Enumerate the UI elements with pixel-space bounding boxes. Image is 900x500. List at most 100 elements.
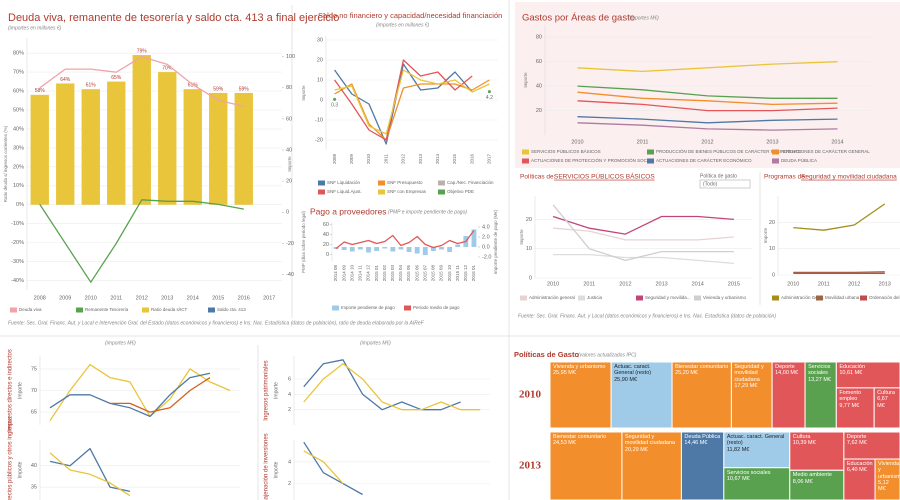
data-label: 70% [162,65,173,71]
treemap-cell [621,431,682,500]
x-tick-label: 2014 12 [366,265,371,282]
line-series [553,227,734,241]
legend-label: Movilidad urbana [825,295,860,300]
legend-swatch [76,307,83,313]
y-tick-label: 4 [288,392,291,398]
x-tick-label: 2017 [263,295,275,301]
line-series [49,452,131,497]
cell-label: Actuac. caract. General (resto)25,90 M€ [614,364,651,383]
cell-text: Seguridad y movilidad ciudadana 20,29 M€ [622,432,681,500]
x-tick-label: 2011 [383,154,388,164]
bar [439,247,444,250]
y-tick-label: 20 [323,242,329,248]
chart-subtitle: (importes M€) [628,15,659,21]
legend-label: SNF Liquid.Ajust. [327,189,362,194]
legend-swatch [522,149,529,155]
x-tick-label: 2015 [728,281,740,287]
legend-label: Deuda viva [19,307,42,312]
line-series [110,377,211,413]
y-tick-label: 70 [31,388,37,394]
bar [234,92,253,205]
x-tick-label: 2015 10 [447,265,452,282]
y-tick-label: 2 [288,407,291,413]
x-tick-label: 2011 [818,281,830,287]
point [333,97,337,101]
line-series [334,79,490,141]
legend-swatch [142,307,149,313]
y-tick-label: -20% [11,240,24,246]
bar [447,247,453,252]
line-series [49,372,211,418]
legend-label: Cap./Nec. Financiación [447,180,494,185]
cell-label: Vivienda y urbanismo5,12 M€ [875,459,900,500]
treemap-cell [873,387,900,429]
line-series [39,56,244,108]
data-label: 64% [60,77,71,83]
legend-label: ACTUACIONES DE CARÁCTER GENERAL [781,148,870,154]
group-label: 2010 [519,389,542,401]
line-series [793,203,886,231]
legend-label: Periodo medio de pago [413,305,460,310]
y-tick-label: 50% [13,107,24,113]
x-tick-label: 2014 09 [341,265,346,282]
line-series [303,441,363,496]
legend-label: PRODUCCIÓN DE BIENES PÚBLICOS DE CARÁCTE… [656,148,801,154]
legend-label: Justicia [587,295,603,300]
x-tick-label: 2015 01 [374,265,379,282]
y-tick-label: 10 [526,246,532,252]
cell-name: Seguridad y movilidad ciudadana [734,364,764,383]
y-tick-label: 10 [317,77,323,83]
x-tick-label: 2015 09 [439,265,444,282]
chart-title: Pago a proveedores [310,206,387,216]
y-tick-label: 2 [288,481,291,487]
filter-box[interactable] [699,179,751,189]
bar [455,244,461,247]
x-tick-label: 2010 [571,139,583,145]
legend-swatch [438,180,445,186]
treemap-cell [680,431,725,500]
x-tick-label: 2013 [418,154,423,165]
data-label: 59% [239,86,250,92]
cell-name: Cultura [792,434,811,440]
data-label: 4.2 [486,95,493,101]
bar [183,89,202,205]
cell-text: Vivienda y urbanismo 25,95 M€ [550,362,611,428]
x-tick-label: 2010 [787,281,799,287]
y-tick-label: 30% [13,145,24,151]
x-tick-label: 2013 [161,295,173,301]
cell-text: Vivienda y urbanismo5,12 M€ [875,459,900,500]
y-tick-label: 75 [31,366,37,372]
legend-label: SNF Liquidación [327,180,361,185]
line-series [303,450,344,485]
cell-name: Educación [839,364,865,370]
y-tick-label: 0 [320,97,323,103]
x-tick-label: 2015 05 [406,265,411,282]
bar [349,247,355,252]
bar [132,55,151,205]
legend-label: Vivienda y urbanismo [703,295,746,300]
x-tick-label: 2015 08 [431,265,436,282]
treemap-cell [610,361,673,429]
x-tick-label: 2014 [692,281,704,287]
y-axis-label: Importe [17,461,23,478]
x-tick-label: 2011 [110,295,122,301]
cell-text: Educación 6,40 M€ [844,459,875,500]
x-tick-label: 2014 10 [349,265,354,282]
cell-value: 24,53 M€ [553,440,576,447]
y2-tick-label: -40 [286,272,294,278]
chart-subtitle: (PMP e importe pendiente de pago) [388,209,467,215]
filter-value[interactable]: (Todo) [703,181,718,187]
y-axis-label: Importe [523,72,528,88]
y2-tick-label: 60 [286,116,292,122]
bar [414,247,420,254]
x-tick-label: 2012 [136,295,148,301]
cell-value: 14,00 M€ [775,370,799,377]
y-tick-label: 0% [16,202,24,208]
x-tick-label: 2016 [238,295,250,301]
bar [406,247,412,252]
y-tick-label: -30% [11,259,24,265]
